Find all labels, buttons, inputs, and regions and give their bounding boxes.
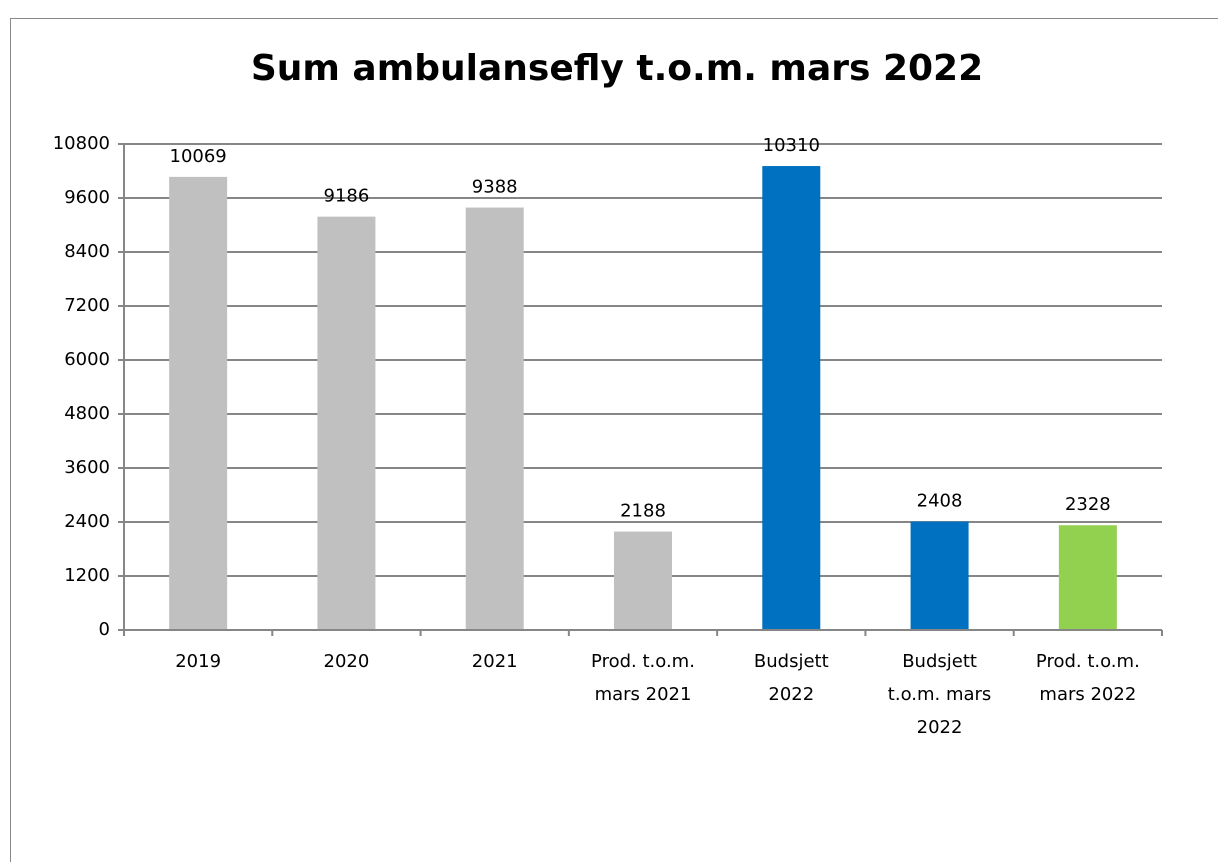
x-tick-label-line: Prod. t.o.m.	[1036, 651, 1140, 672]
bar	[614, 531, 672, 630]
x-tick-label: Budsjett t.o.m. mars 2022	[888, 651, 992, 738]
y-tick-label: 0	[99, 619, 110, 640]
data-label: 9186	[324, 186, 370, 207]
bar	[465, 207, 524, 631]
bar	[169, 176, 228, 630]
x-tick-label: 2020	[324, 651, 370, 672]
y-tick-label: 6000	[64, 349, 110, 370]
bar	[762, 166, 821, 631]
y-tick-label: 9600	[64, 187, 110, 208]
x-tick-label-line: mars 2021	[595, 684, 692, 705]
data-label: 2188	[620, 501, 666, 522]
x-tick-label: 2019	[175, 651, 221, 672]
bar	[910, 521, 969, 630]
data-label: 9388	[472, 177, 518, 198]
data-label: 2408	[917, 491, 963, 512]
x-tick-label-line: Budsjett	[902, 651, 977, 672]
y-tick-label: 2400	[64, 511, 110, 532]
y-tick-label: 8400	[64, 241, 110, 262]
chart-title: Sum ambulansefly t.o.m. mars 2022	[251, 48, 983, 89]
x-tick-label-line: 2022	[917, 717, 963, 738]
x-tick-label-line: Prod. t.o.m.	[591, 651, 695, 672]
y-tick-label: 3600	[64, 457, 110, 478]
bar	[317, 216, 376, 630]
bar	[1058, 525, 1117, 630]
data-label: 2328	[1065, 494, 1111, 515]
x-tick-label-line: Budsjett	[754, 651, 829, 672]
x-tick-label: Prod. t.o.m. mars 2021	[591, 651, 695, 705]
x-tick-label: Budsjett 2022	[754, 651, 829, 705]
x-tick-label-line: 2022	[768, 684, 814, 705]
x-tick-label: 2021	[472, 651, 518, 672]
x-tick-label: Prod. t.o.m. mars 2022	[1036, 651, 1140, 705]
y-tick-label: 4800	[64, 403, 110, 424]
x-tick-label-line: mars 2022	[1039, 684, 1136, 705]
y-tick-label: 1200	[64, 565, 110, 586]
data-label: 10310	[763, 135, 820, 156]
x-tick-label-line: t.o.m. mars	[888, 684, 992, 705]
data-label: 10069	[170, 146, 227, 167]
y-tick-label: 10800	[53, 133, 110, 154]
y-tick-label: 7200	[64, 295, 110, 316]
